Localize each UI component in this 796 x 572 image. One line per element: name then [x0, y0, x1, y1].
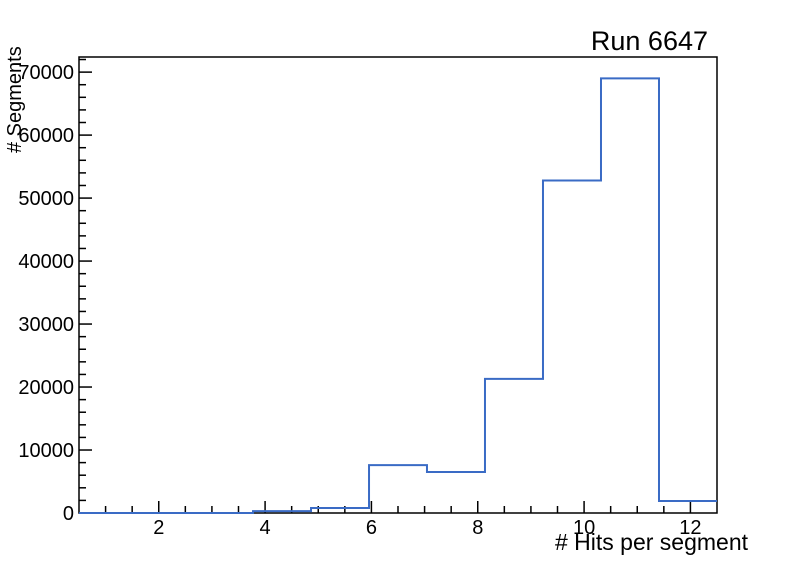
y-tick-label: 10000 — [18, 440, 74, 462]
x-tick-label: 12 — [679, 517, 701, 539]
y-tick-label: 50000 — [18, 188, 74, 210]
x-tick-label: 6 — [366, 517, 377, 539]
histogram-line — [79, 77, 717, 514]
y-tick-label: 70000 — [18, 62, 74, 84]
x-axis-title: # Hits per segment — [555, 529, 749, 555]
x-tick-label: 8 — [472, 517, 483, 539]
y-tick-label: 40000 — [18, 251, 74, 273]
x-tick-label: 4 — [260, 517, 271, 539]
x-tick-label: 2 — [153, 517, 164, 539]
x-tick-label: 10 — [573, 517, 595, 539]
y-tick-label: 20000 — [18, 377, 74, 399]
y-tick-label: 60000 — [18, 125, 74, 147]
chart-title: Run 6647 — [591, 26, 708, 56]
y-tick-label: 30000 — [18, 314, 74, 336]
y-tick-label: 0 — [63, 503, 74, 525]
y-axis-title: # Segments — [4, 46, 26, 153]
